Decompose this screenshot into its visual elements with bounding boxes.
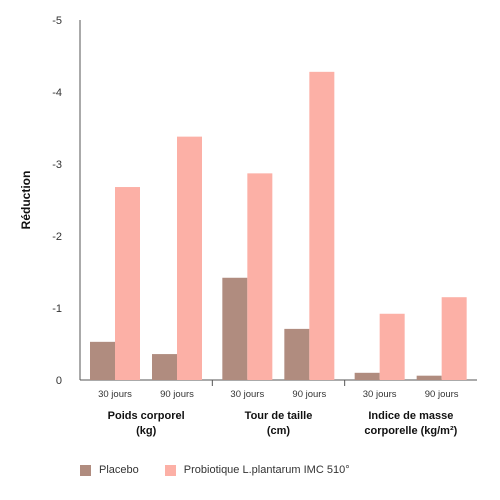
- bar-placebo: [90, 341, 115, 380]
- subcategory-label: 30 jours: [363, 389, 397, 400]
- group-label: corporelle (kg/m²): [364, 425, 457, 437]
- axes: -5 -4 -3 -2 -1 0 Réduction: [19, 15, 477, 387]
- y-tick-label: -4: [52, 87, 62, 99]
- bar-placebo: [354, 372, 380, 380]
- y-tick-label: -5: [52, 15, 62, 27]
- legend-item-placebo: Placebo: [80, 464, 139, 476]
- y-axis-label: Réduction: [19, 171, 33, 230]
- group-label: (kg): [136, 425, 157, 437]
- legend-item-probiotique: Probiotique L.plantarum IMC 510°: [164, 464, 350, 476]
- group-label: Indice de masse: [368, 410, 453, 422]
- bar-probiotique: [115, 187, 140, 380]
- legend-label-placebo: Placebo: [99, 464, 139, 476]
- subcategory-label: 90 jours: [160, 389, 194, 400]
- subcategory-label: 30 jours: [98, 389, 132, 400]
- legend: Placebo Probiotique L.plantarum IMC 510°: [80, 464, 376, 476]
- group-label: Tour de taille: [245, 410, 313, 422]
- bar-placebo: [222, 277, 248, 380]
- bars: [90, 71, 467, 380]
- bar-placebo: [416, 375, 442, 380]
- bar-probiotique: [441, 297, 467, 380]
- y-tick-label: -1: [52, 303, 62, 315]
- subcategory-label: 90 jours: [292, 389, 326, 400]
- group-label: (cm): [267, 425, 291, 437]
- subcategory-label: 30 jours: [230, 389, 264, 400]
- legend-swatch-probiotique: [164, 464, 176, 476]
- group-label: Poids corporel: [108, 410, 185, 422]
- subcategory-label: 90 jours: [425, 389, 459, 400]
- y-tick-label: -2: [52, 231, 62, 243]
- bar-placebo: [284, 328, 310, 380]
- bar-probiotique: [309, 71, 335, 380]
- labels: 30 jours 90 jours Poids corporel (kg) 30 jou…: [98, 389, 459, 437]
- legend-label-probiotique: Probiotique L.plantarum IMC 510°: [183, 464, 350, 476]
- bar-probiotique: [177, 136, 202, 380]
- legend-swatch-placebo: [80, 464, 91, 476]
- bar-probiotique: [379, 313, 405, 380]
- y-tick-label: -3: [52, 159, 62, 171]
- y-tick-label: 0: [56, 375, 62, 387]
- bar-probiotique: [247, 173, 273, 380]
- bar-placebo: [152, 354, 177, 380]
